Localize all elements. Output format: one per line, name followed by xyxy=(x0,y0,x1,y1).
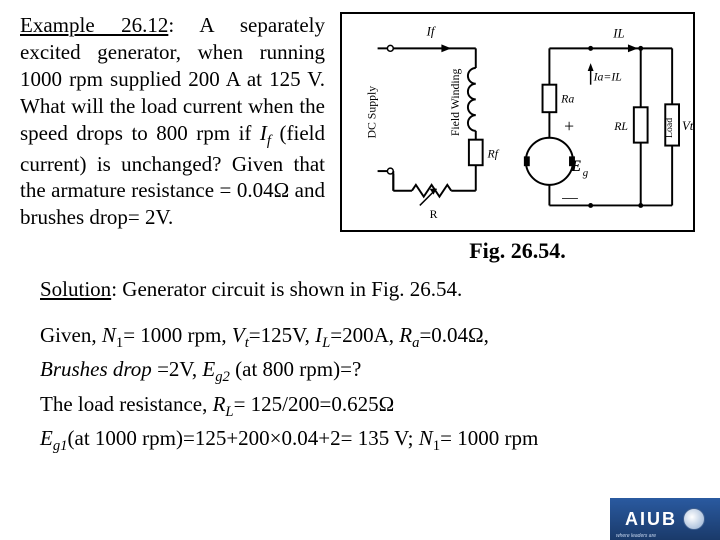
if-symbol: I xyxy=(260,121,267,145)
given-line-4: Eg1(at 1000 rpm)=125+200×0.04+2= 135 V; … xyxy=(40,423,680,458)
svg-text:Rf: Rf xyxy=(487,147,500,160)
svg-text:Ia=IL: Ia=IL xyxy=(593,71,622,84)
logo-tagline: where leaders are xyxy=(616,533,656,539)
circuit-svg: DC Supply If Rf Field Winding xyxy=(342,14,693,230)
circuit-diagram: DC Supply If Rf Field Winding xyxy=(340,12,695,232)
figure-caption: Fig. 26.54. xyxy=(469,238,566,264)
logo-medal-icon xyxy=(683,508,705,530)
figure-block: DC Supply If Rf Field Winding xyxy=(335,12,700,264)
solution-line: Solution: Generator circuit is shown in … xyxy=(0,264,720,306)
given-line-2: Brushes drop =2V, Eg2 (at 800 rpm)=? xyxy=(40,354,680,389)
example-text: Example 26.12: A separately excited gene… xyxy=(20,12,325,264)
svg-text:R: R xyxy=(430,208,438,221)
svg-text:Load: Load xyxy=(664,118,675,138)
svg-text:Field Winding: Field Winding xyxy=(449,68,462,136)
svg-text:DC Supply: DC Supply xyxy=(366,86,379,139)
svg-text:g: g xyxy=(583,167,589,179)
svg-text:RL: RL xyxy=(613,120,628,133)
given-block: Given, N1= 1000 rpm, Vt=125V, IL=200A, R… xyxy=(0,306,720,458)
svg-text:+: + xyxy=(564,116,574,136)
given-line-3: The load resistance, RL= 125/200=0.625Ω xyxy=(40,389,680,424)
solution-rest: : Generator circuit is shown in Fig. 26.… xyxy=(111,277,462,301)
given-line-1: Given, N1= 1000 rpm, Vt=125V, IL=200A, R… xyxy=(40,320,680,355)
svg-text:Ra: Ra xyxy=(560,92,574,105)
logo: AIUB where leaders are xyxy=(610,498,720,540)
logo-text: AIUB xyxy=(625,509,677,530)
svg-text:E: E xyxy=(570,158,581,175)
example-title: Example 26.12 xyxy=(20,13,168,37)
solution-label: Solution xyxy=(40,277,111,301)
svg-text:—: — xyxy=(561,190,578,207)
svg-text:Vt: Vt xyxy=(682,119,693,133)
svg-text:If: If xyxy=(426,25,437,39)
svg-text:IL: IL xyxy=(612,27,624,41)
